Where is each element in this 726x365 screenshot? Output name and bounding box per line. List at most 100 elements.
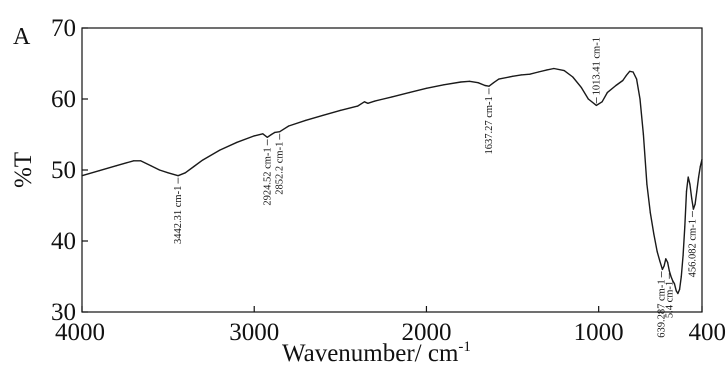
- spectrum-point: [632, 71, 634, 73]
- spectrum-point: [701, 158, 703, 160]
- spectrum-point: [133, 160, 135, 162]
- spectrum-point: [270, 133, 272, 136]
- spectrum-point: [140, 160, 142, 162]
- spectrum-point: [339, 109, 341, 111]
- spectrum-point: [687, 176, 689, 178]
- spectrum-point: [546, 69, 548, 71]
- spectrum-point: [202, 159, 204, 161]
- spectrum-point: [699, 165, 701, 168]
- spectrum-point: [425, 87, 427, 89]
- spectrum-point: [689, 183, 691, 185]
- spectrum-point: [667, 261, 669, 263]
- spectrum-point: [288, 125, 290, 127]
- spectrum-point: [374, 100, 376, 102]
- spectrum-point: [691, 197, 693, 199]
- x-tick-label: 3000: [229, 319, 279, 346]
- spectrum-point: [601, 101, 603, 103]
- spectrum-point: [665, 258, 667, 260]
- spectrum-point: [408, 92, 410, 94]
- spectrum-point: [622, 79, 624, 82]
- spectrum-point: [177, 175, 179, 177]
- series-layer: [81, 67, 703, 295]
- peak-label: 639.287 cm-1: [657, 279, 668, 337]
- spectrum-point: [572, 76, 574, 78]
- spectrum-point: [606, 92, 608, 94]
- spectrum-point: [81, 175, 83, 177]
- spectrum-point: [625, 75, 627, 77]
- spectrum-point: [595, 104, 598, 106]
- spectrum-point: [670, 275, 672, 278]
- spectrum-point: [694, 203, 696, 205]
- spectrum-point: [184, 172, 186, 174]
- spectrum-point: [236, 141, 238, 143]
- spectrum-point: [656, 251, 658, 253]
- spectrum-point: [663, 265, 665, 267]
- spectrum-point: [673, 283, 676, 285]
- spectrum-line: [81, 67, 703, 295]
- spectrum-point: [677, 292, 679, 295]
- peak-label: 1013.41 cm-1: [591, 37, 602, 95]
- spectrum-point: [679, 288, 681, 290]
- y-axis: 30 40 50 60 70: [51, 15, 88, 326]
- spectrum-point: [357, 105, 359, 107]
- y-tick-label: 50: [51, 157, 76, 184]
- peak-annotations: 3442.31 cm-1 2924.52 cm-1 2852.2 cm-1 1637.…: [173, 37, 698, 338]
- spectrum-point: [493, 82, 495, 84]
- spectrum-point: [266, 136, 268, 138]
- spectrum-point: [672, 280, 674, 282]
- spectrum-point: [98, 170, 100, 172]
- spectrum-point: [698, 176, 700, 178]
- spectrum-point: [537, 71, 540, 73]
- spectrum-point: [615, 84, 617, 87]
- x-tick-label: 2000: [401, 319, 451, 346]
- peak-label: 2852.2 cm-1: [275, 142, 286, 195]
- peak-label: 2924.52 cm-1: [262, 147, 273, 205]
- spectrum-point: [367, 102, 369, 104]
- spectrum-point: [279, 131, 281, 133]
- spectrum-point: [680, 275, 682, 278]
- y-tick-label: 60: [51, 86, 76, 113]
- x-axis: 4000 3000 2000 1000 400: [55, 306, 726, 346]
- spectrum-point: [580, 87, 583, 89]
- peak-label: 456.082 cm-1: [687, 219, 698, 277]
- peak-label: 5.4 cm-1: [664, 281, 675, 318]
- spectrum-point: [553, 67, 555, 70]
- spectrum-point: [253, 135, 255, 137]
- spectrum-point: [262, 133, 264, 135]
- spectrum-point: [322, 114, 324, 116]
- spectrum-point: [692, 208, 695, 210]
- spectrum-point: [696, 190, 698, 192]
- y-tick-label: 70: [51, 15, 76, 42]
- spectrum-point: [363, 101, 365, 103]
- spectrum-point: [484, 84, 486, 87]
- spectrum-point: [460, 81, 462, 83]
- x-tick-label: 400: [689, 319, 726, 346]
- spectrum-point: [274, 131, 276, 133]
- spectrum-point: [477, 82, 479, 84]
- spectrum-point: [305, 119, 307, 121]
- spectrum-point: [511, 75, 514, 77]
- x-tick-label: 1000: [574, 319, 624, 346]
- spectrum-point: [563, 70, 565, 72]
- spectrum-point: [520, 74, 522, 76]
- spectrum-point: [642, 133, 645, 136]
- spectrum-point: [468, 80, 471, 82]
- spectrum-point: [115, 165, 117, 167]
- spectrum-point: [653, 233, 655, 235]
- x-axis-title-main: Wavenumber/ cm: [282, 340, 459, 365]
- spectrum-point: [639, 98, 641, 100]
- spectrum-point: [682, 254, 684, 256]
- spectrum-point: [158, 169, 161, 171]
- peak-label: 3442.31 cm-1: [173, 186, 184, 244]
- spectrum-point: [391, 96, 393, 98]
- y-tick-label: 30: [51, 299, 76, 326]
- spectrum-point: [684, 226, 686, 228]
- spectrum-point: [488, 85, 490, 87]
- spectrum-point: [659, 260, 661, 262]
- y-axis-title: %T: [10, 152, 37, 188]
- x-axis-title: Wavenumber/ cm-1: [282, 339, 471, 365]
- spectrum-point: [646, 183, 648, 185]
- spectrum-point: [661, 268, 664, 270]
- spectrum-point: [668, 270, 670, 272]
